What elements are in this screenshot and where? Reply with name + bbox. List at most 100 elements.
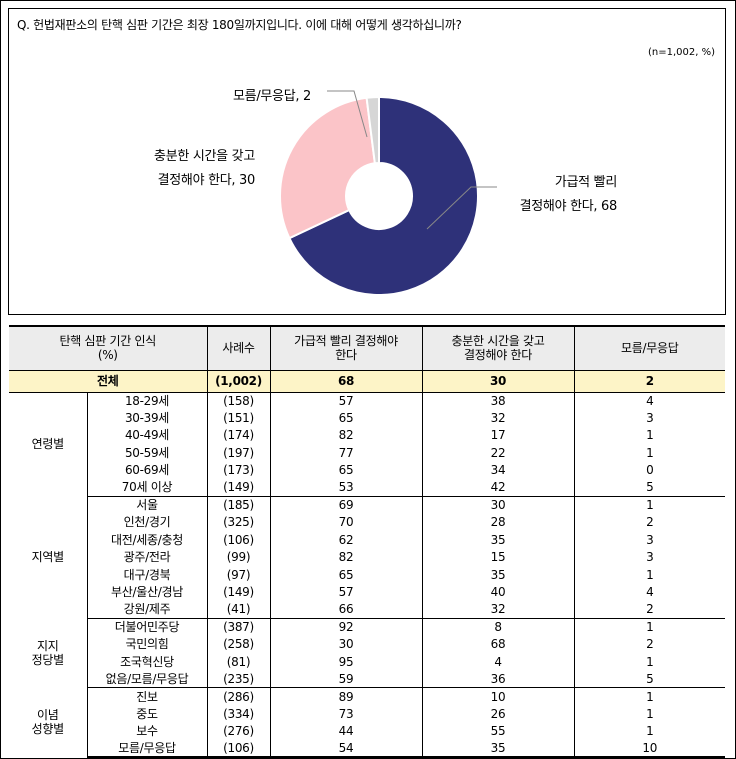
table-row: 연령별 18-29세 (158) 57 38 4: [9, 392, 725, 497]
row-v3: 1: [646, 724, 654, 739]
row-v3: 1: [646, 706, 654, 721]
row-v2: 15: [422, 548, 575, 566]
row-n: (325): [207, 513, 271, 532]
table-row: 40-49세 (174) 82 17 1: [9, 426, 725, 445]
row-v1: 77: [270, 444, 423, 462]
row-v2: 28: [422, 513, 575, 532]
table-row: 대전/세종/충청 (106) 62 35 3: [9, 531, 725, 549]
row-label: 보수: [87, 722, 208, 740]
pie-label-fast-line2: 결정해야 한다, 68: [519, 199, 618, 214]
table-row: 지역별 서울 (185) 69 30 1: [9, 496, 725, 619]
pie-label-enough-line1: 충분한 시간을 갖고: [154, 149, 255, 164]
table-row: 보수 (276) 44 55 1: [9, 722, 725, 740]
row-label: 부산/울산/경남: [87, 583, 208, 601]
row-v3: 3: [646, 550, 654, 565]
row-n: (258): [207, 635, 271, 653]
row-v1: 65: [270, 565, 423, 584]
row-v2: 4: [422, 652, 575, 671]
pie-slice-fast: [288, 95, 479, 296]
row-label: 30-39세: [87, 409, 208, 427]
row-v3: 1: [646, 428, 654, 443]
row-v1: 65: [270, 409, 423, 427]
row-label: 진보: [87, 687, 208, 706]
row-v1: 66: [270, 600, 423, 619]
table-row: 국민의힘 (258) 30 68 2: [9, 635, 725, 653]
row-v2: 36: [422, 670, 575, 689]
table-row: 강원/제주 (41) 66 32 2: [9, 600, 725, 619]
donut-chart: [279, 90, 497, 296]
row-v1: 82: [270, 548, 423, 566]
row-v3: 2: [574, 600, 725, 619]
row-n: (106): [207, 531, 271, 549]
row-n: (149): [207, 583, 271, 601]
total-v2: 30: [421, 370, 574, 393]
row-label: 18-29세: [87, 392, 208, 410]
row-label: 중도: [87, 705, 208, 723]
row-v1: 62: [270, 531, 423, 549]
group-label-line1: 연령별: [31, 437, 65, 452]
row-v1: 54: [270, 739, 423, 759]
row-label: 대구/경북: [87, 565, 208, 584]
sample-note: (n=1,002, %): [647, 47, 715, 58]
row-v1: 57: [270, 583, 423, 601]
header-n: 사례수: [206, 325, 270, 371]
group-label: 연령별: [9, 392, 88, 497]
table-row: 중도 (334) 73 26 1: [9, 705, 725, 723]
header-col1: 가급적 빨리 결정해야 한다: [269, 325, 422, 371]
row-label: 광주/전라: [87, 548, 208, 566]
header-col2-line1: 충분한 시간을 갖고: [451, 334, 545, 349]
results-table: 탄핵 심판 기간 인식 (%) 사례수 가급적 빨리 결정해야 한다 충분한 시…: [9, 325, 725, 759]
row-v3: 10: [574, 739, 725, 759]
row-n: (149): [207, 478, 271, 497]
table-row: 이념 성향별 진보 (286) 89 10 1: [9, 687, 725, 758]
pie-label-fast-line1: 가급적 빨리: [554, 175, 617, 190]
total-v1: 68: [269, 370, 422, 393]
table-row: 부산/울산/경남 (149) 57 40 4: [9, 583, 725, 601]
group-label-line1: 이념: [37, 708, 59, 723]
row-v3: 1: [646, 567, 654, 582]
leader-line-unknown: [327, 90, 368, 138]
row-label: 대전/세종/충청: [87, 531, 208, 549]
row-n: (173): [207, 461, 271, 479]
row-v2: 10: [422, 687, 575, 706]
row-v2: 32: [422, 409, 575, 427]
group-label-line1: 지역별: [31, 550, 65, 565]
row-v3: 0: [646, 463, 654, 478]
row-n: (97): [207, 565, 271, 584]
row-v3: 4: [646, 393, 654, 408]
row-v2: 17: [422, 426, 575, 445]
table-row: 광주/전라 (99) 82 15 3: [9, 548, 725, 566]
row-label: 60-69세: [87, 461, 208, 479]
pie-label-enough-line2: 결정해야 한다, 30: [157, 173, 256, 188]
group-label: 이념 성향별: [9, 687, 88, 758]
header-category-line1: 탄핵 심판 기간 인식: [59, 334, 157, 349]
row-n: (235): [207, 670, 271, 689]
group-label-line1: 지지: [37, 638, 59, 653]
row-v3: 1: [646, 689, 654, 704]
header-category: 탄핵 심판 기간 인식 (%): [9, 325, 207, 371]
row-v2: 55: [422, 722, 575, 740]
row-n: (276): [207, 722, 271, 740]
row-label: 70세 이상: [87, 478, 208, 497]
row-n: (197): [207, 444, 271, 462]
total-row: 전체 (1,002) 68 30 2: [9, 370, 725, 393]
row-n: (106): [207, 739, 271, 759]
table-row: 모름/무응답 (106) 54 35 10: [9, 739, 725, 759]
row-label: 서울: [87, 496, 208, 514]
row-v3: 3: [646, 532, 654, 547]
group-label: 지지 정당별: [9, 618, 88, 688]
table-row: 인천/경기 (325) 70 28 2: [9, 513, 725, 532]
table-header-row: 탄핵 심판 기간 인식 (%) 사례수 가급적 빨리 결정해야 한다 충분한 시…: [9, 325, 725, 371]
row-v2: 22: [422, 444, 575, 462]
results-table-wrap: 탄핵 심판 기간 인식 (%) 사례수 가급적 빨리 결정해야 한다 충분한 시…: [9, 325, 725, 759]
total-v3: 2: [573, 370, 725, 393]
group-label-line2: 성향별: [31, 722, 65, 737]
question-text: Q. 헌법재판소의 탄핵 심판 기간은 최장 180일까지입니다. 이에 대해 …: [17, 18, 462, 32]
row-v2: 68: [422, 635, 575, 653]
chart-panel: Q. 헌법재판소의 탄핵 심판 기간은 최장 180일까지입니다. 이에 대해 …: [8, 8, 726, 315]
row-label: 모름/무응답: [87, 739, 208, 759]
row-n: (81): [207, 652, 271, 671]
row-v3: 1: [646, 498, 654, 513]
row-label: 50-59세: [87, 444, 208, 462]
row-v1: 89: [270, 687, 423, 706]
